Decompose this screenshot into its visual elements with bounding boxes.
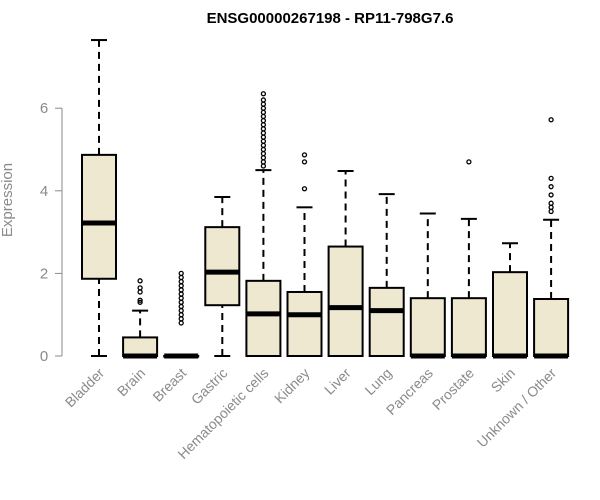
outlier-point [260,159,267,165]
axes: 0 2 4 6 [40,100,63,365]
outlier-point [260,117,267,124]
outlier-point [260,163,267,169]
outlier-point [548,200,554,206]
outlier-point [301,152,308,158]
y-tick-label: 0 [40,348,48,365]
outlier-point [178,279,184,285]
box-body [492,271,528,358]
x-tick-label: Liver [321,365,354,398]
outlier-point [260,155,267,161]
outlier-point [548,192,554,198]
box-hematopoietic-cells [245,91,282,358]
y-tick-label: 6 [40,100,48,117]
outlier-point [178,287,184,293]
outlier-point [178,291,184,297]
box-unknown-other [533,117,570,359]
outlier-point [548,117,554,123]
boxes [81,39,570,359]
y-tick-label: 4 [40,183,48,200]
box-liver [327,169,364,357]
outlier-point [137,297,143,303]
box-prostate [450,159,487,359]
x-tick-label: Breast [149,365,189,405]
x-tick-label: Kidney [271,365,313,407]
x-tick-label: Skin [488,365,519,396]
outlier-point [260,130,267,136]
outlier-point [178,295,184,301]
box-body [327,245,364,357]
outlier-point [178,316,184,322]
outlier-point [178,307,184,314]
outlier-point [178,312,184,318]
outlier-point [260,113,267,120]
box-brain [122,278,159,359]
box-pancreas [409,212,446,359]
outlier-point [548,184,554,190]
box-body [245,279,282,358]
y-axis-label: Expression [0,163,16,237]
outlier-point [137,299,143,305]
box-body [122,336,159,358]
outlier-point [260,142,267,149]
outlier-point [137,289,143,295]
box-body [409,297,446,357]
outlier-point [548,175,554,182]
outlier-point [260,109,267,115]
outlier-point [548,204,554,210]
outlier-point [260,150,267,157]
outlier-point [260,105,267,111]
outlier-point [260,134,267,140]
outlier-point [178,270,184,277]
box-body [286,290,323,357]
outlier-point [301,159,308,165]
outlier-point [178,320,184,326]
outlier-point [178,274,184,281]
outlier-point [260,97,267,103]
outlier-point [178,283,184,289]
box-body [204,226,241,307]
box-body [81,153,117,280]
box-bladder [81,39,117,357]
outlier-point [301,186,308,192]
chart-title: ENSG00000267198 - RP11-798G7.6 [207,10,454,27]
x-tick-label: Bladder [62,365,108,411]
x-tick-label: Prostate [429,365,477,413]
outlier-point [178,299,184,305]
box-lung [368,193,405,358]
box-kidney [286,152,323,357]
outlier-point [260,146,267,153]
box-skin [492,242,528,359]
outlier-point [260,91,267,97]
box-gastric [204,195,241,357]
box-body [533,298,570,358]
outlier-point [548,208,554,215]
x-tick-label: Brain [114,365,148,399]
box-body [450,297,487,357]
outlier-point [137,285,143,291]
outlier-point [260,122,267,128]
box-body [368,286,405,358]
x-tick-label: Lung [361,365,394,398]
outlier-point [260,101,267,107]
outlier-point [260,126,267,132]
box-breast [163,270,200,359]
outlier-point [260,138,267,144]
outlier-point [178,303,184,310]
outlier-point [137,278,143,284]
y-tick-label: 2 [40,265,48,282]
outlier-point [466,159,472,165]
